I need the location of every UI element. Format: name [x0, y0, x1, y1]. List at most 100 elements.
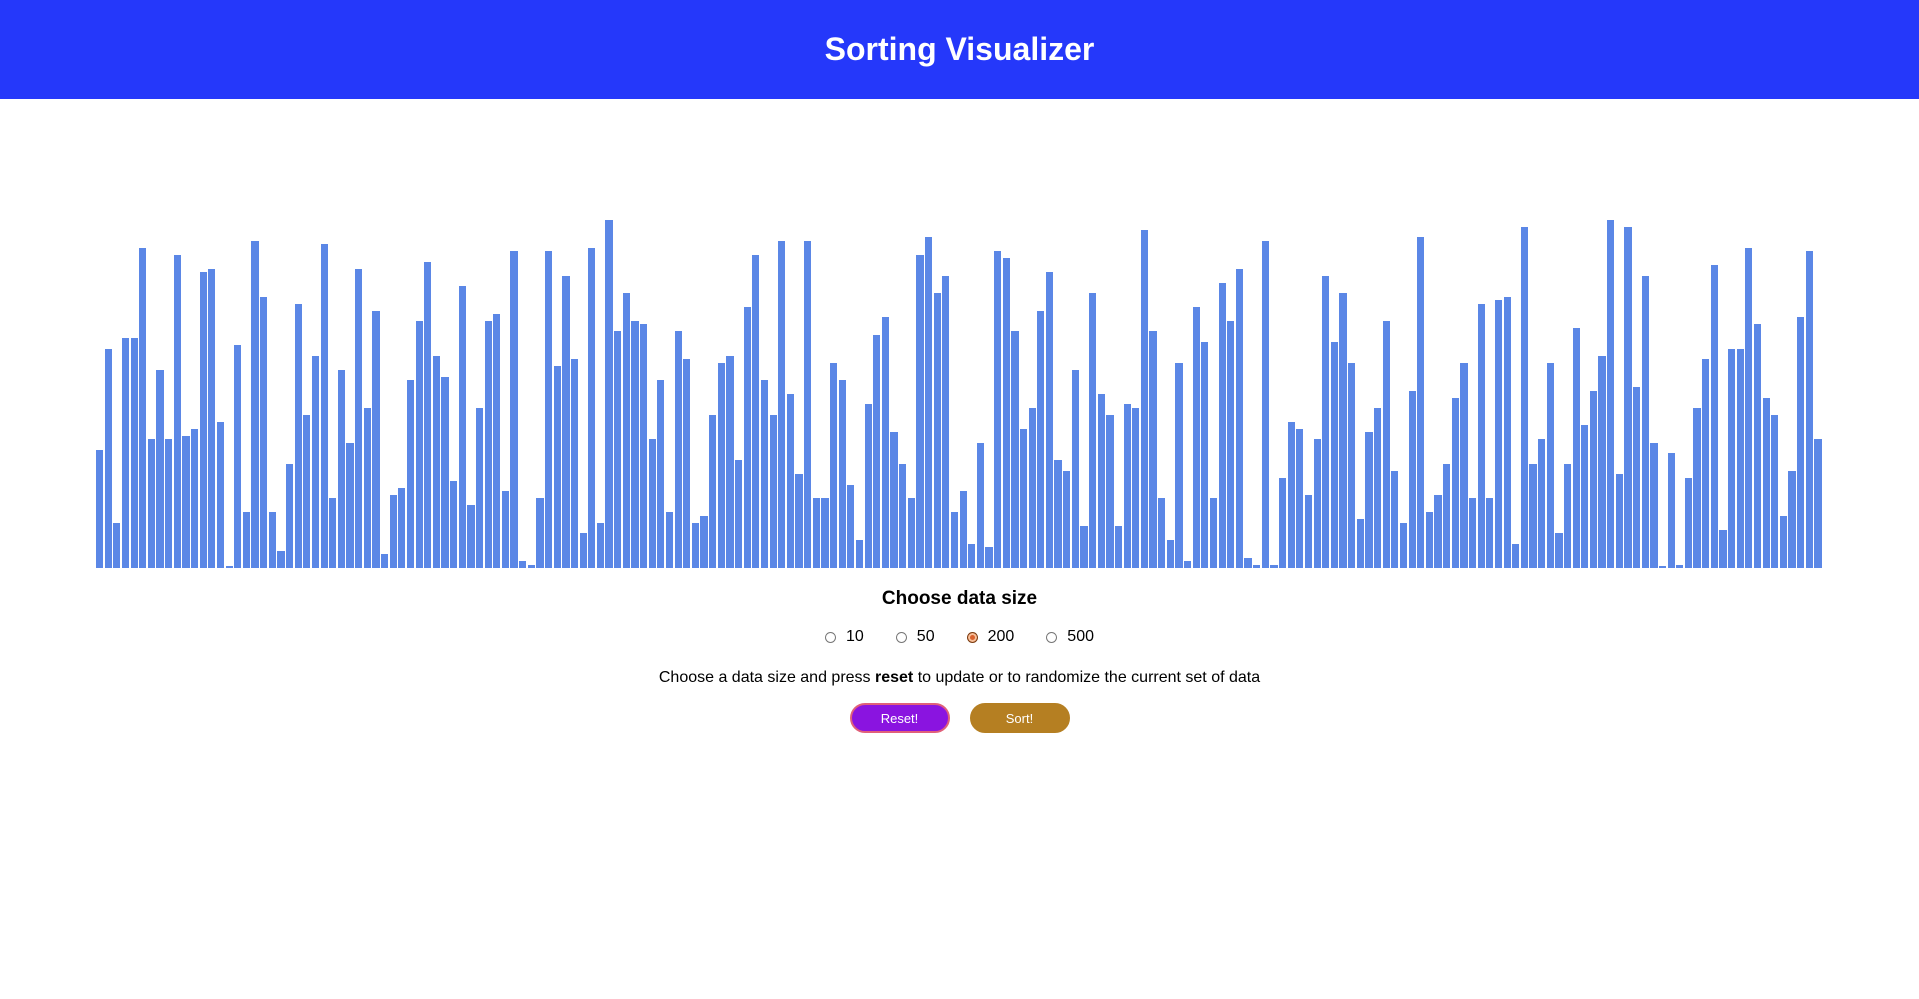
array-bar [873, 334, 881, 568]
array-bar [1581, 425, 1589, 568]
array-bar [795, 474, 803, 568]
radio-500[interactable] [1046, 631, 1058, 643]
array-bar [415, 320, 423, 568]
array-bar [96, 449, 104, 568]
array-bar [1054, 460, 1062, 568]
array-bar [346, 442, 354, 568]
array-bar [1477, 303, 1485, 568]
array-bar [260, 296, 268, 568]
array-bar [1071, 369, 1079, 568]
array-bar [976, 442, 984, 568]
help-suffix: to update or to randomize the current se… [913, 669, 1261, 686]
array-bar [950, 512, 959, 568]
sort-button[interactable]: Sort! [969, 703, 1070, 733]
array-bar [596, 522, 605, 568]
array-bar [467, 505, 475, 568]
array-bar [1434, 494, 1442, 568]
array-bar [1468, 498, 1477, 568]
array-bar [1494, 300, 1503, 568]
array-bar [1304, 494, 1313, 568]
action-buttons: Reset! Sort! [0, 703, 1919, 733]
array-bar [311, 355, 320, 568]
array-bar [441, 376, 449, 568]
array-bar [1184, 561, 1192, 568]
array-bar [450, 481, 458, 568]
array-bar [1702, 359, 1710, 568]
array-bar [1045, 272, 1054, 568]
array-bar [337, 369, 345, 568]
array-bar [1538, 439, 1546, 568]
array-bar [1658, 566, 1667, 568]
size-option-200[interactable]: 200 [966, 628, 1014, 646]
array-bar [251, 240, 259, 568]
array-bar [1762, 397, 1770, 568]
array-bar [501, 491, 510, 568]
array-bar [743, 307, 751, 568]
array-bar [1227, 320, 1235, 568]
array-bar [881, 317, 889, 568]
array-bar [1097, 394, 1105, 568]
array-bar [1123, 404, 1131, 568]
size-option-500[interactable]: 500 [1046, 628, 1094, 646]
array-bar [665, 512, 674, 568]
array-bar [778, 240, 786, 568]
array-bar [380, 554, 389, 568]
array-bar [691, 522, 700, 568]
array-bar [1201, 341, 1209, 568]
array-bar [1114, 526, 1123, 568]
array-bar [432, 355, 440, 568]
array-bar [821, 498, 829, 568]
radio-200[interactable] [966, 631, 978, 643]
array-bar [475, 407, 484, 568]
array-bar [398, 488, 406, 568]
help-text: Choose a data size and press reset to up… [0, 669, 1919, 687]
array-bar [1140, 230, 1149, 568]
help-prefix: Choose a data size and press [658, 669, 875, 686]
reset-button[interactable]: Reset! [849, 703, 950, 733]
array-bar [752, 254, 760, 568]
size-option-10[interactable]: 10 [825, 628, 864, 646]
array-bar [242, 512, 250, 568]
array-bar [1244, 557, 1252, 568]
array-bar [1745, 247, 1753, 568]
array-bar [1563, 463, 1572, 568]
array-bar [156, 369, 164, 568]
array-bar [1667, 453, 1675, 568]
array-bar [734, 460, 743, 568]
array-bar [1063, 470, 1071, 568]
array-bar [942, 275, 950, 568]
array-bar [959, 491, 967, 568]
array-bar [208, 268, 216, 568]
array-bar [1693, 407, 1701, 568]
array-bar [1805, 251, 1813, 568]
array-bar [1149, 331, 1157, 568]
size-label-500: 500 [1067, 628, 1094, 645]
array-bar [838, 380, 846, 568]
array-bar [1676, 564, 1684, 568]
array-bar [1270, 564, 1278, 568]
array-bar [1589, 390, 1598, 568]
array-bar [769, 414, 777, 568]
data-size-heading: Choose data size [881, 588, 1038, 609]
array-bar [1624, 227, 1632, 568]
array-bar [104, 348, 112, 568]
array-bar [1684, 477, 1693, 568]
array-bar [1106, 414, 1114, 568]
array-bar [527, 564, 535, 568]
array-bar [165, 439, 173, 568]
array-bar [493, 314, 501, 568]
array-bar [588, 247, 596, 568]
radio-10[interactable] [825, 631, 836, 643]
radio-50[interactable] [895, 631, 907, 643]
array-bar [890, 432, 898, 568]
array-bar [1425, 512, 1433, 568]
array-bar [1356, 519, 1364, 568]
array-bar [406, 380, 415, 568]
array-bar [1443, 463, 1451, 568]
size-option-50[interactable]: 50 [895, 628, 935, 646]
array-bar [855, 540, 864, 568]
array-bar [1529, 463, 1537, 568]
array-bar [190, 428, 199, 568]
array-bar [1753, 324, 1762, 568]
array-bar [1797, 317, 1805, 568]
